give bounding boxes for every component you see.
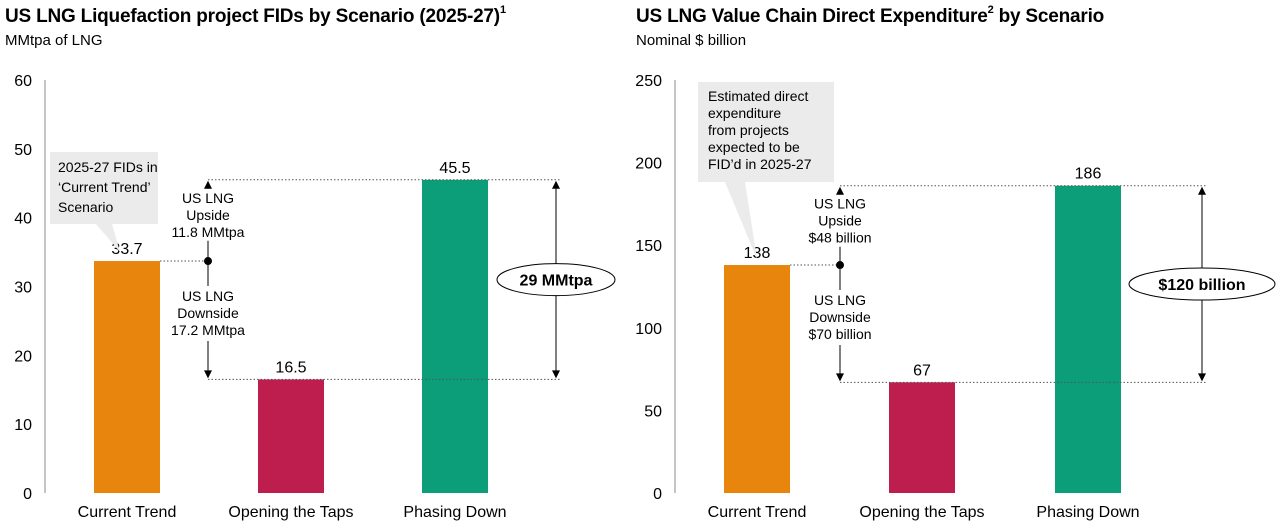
c1-bar-value-label: 16.5 [275,359,306,376]
c1-current-marker-dot [204,257,212,266]
c1-y-tick-label: 40 [14,211,32,228]
chart2-title-post: by Scenario [993,6,1105,27]
c1-x-category-label: Phasing Down [403,504,506,521]
c2-range-label-ellipse [1128,267,1276,301]
c1-bar [422,179,488,493]
chart1-title: US LNG Liquefaction project FIDs by Scen… [5,4,506,28]
c2-y-tick-label: 100 [635,321,662,338]
c1-bar-value-label: 45.5 [439,160,470,177]
c1-callout-text-line: ‘Current Trend’ [58,179,151,195]
c2-bar [889,382,955,493]
c1-arrowhead-down [552,370,560,379]
c2-callout-text-line: Estimated direct [708,88,808,104]
c2-downside-annotation-line: $70 billion [808,326,871,342]
c1-bar-value-label: 33.7 [111,241,142,258]
c2-x-category-label: Current Trend [708,504,807,521]
c2-x-category-label: Phasing Down [1036,504,1139,521]
c2-arrowhead-up [836,186,844,195]
c2-bar-value-label: 138 [744,245,771,262]
c1-callout-text-line: 2025-27 FIDs in [58,159,158,175]
c2-upside-annotation-line: $48 billion [808,230,871,246]
c1-y-tick-label: 0 [23,486,32,503]
c2-current-marker-dot [836,261,844,270]
chart2-title-footnote: 2 [987,4,994,16]
c1-upside-annotation-line: Upside [186,207,230,223]
chart2-title: US LNG Value Chain Direct Expenditure2 b… [636,4,1105,28]
c1-bar [258,379,324,493]
c1-range-label-ellipse [496,263,616,297]
c1-y-tick-label: 50 [14,142,32,159]
c2-callout-text-line: from projects [708,122,789,138]
c1-downside-annotation-line: 17.2 MMtpa [171,322,245,338]
c2-callout-text-line: expenditure [708,105,781,121]
c1-y-tick-label: 30 [14,280,32,297]
c2-upside-annotation-line: US LNG [814,196,866,212]
c1-range-label: 29 MMtpa [520,273,593,290]
c2-y-tick-label: 250 [635,73,662,90]
c1-x-category-label: Current Trend [78,504,177,521]
c2-bar-value-label: 67 [913,362,931,379]
c1-bar [94,261,160,493]
chart2-subtitle: Nominal $ billion [636,32,747,49]
c2-y-tick-label: 200 [635,156,662,173]
c2-bar [724,265,790,493]
c1-arrowhead-up [204,180,212,189]
chart1-title-footnote: 1 [499,4,506,16]
chart1-subtitle: MMtpa of LNG [5,32,103,49]
c1-arrowhead-up [552,180,560,189]
c2-arrowhead-down [836,373,844,382]
c1-callout-text-line: Scenario [58,199,113,215]
c2-y-tick-label: 0 [653,486,662,503]
c2-bar-value-label: 186 [1075,166,1102,183]
c1-y-tick-label: 60 [14,73,32,90]
c1-x-category-label: Opening the Taps [228,504,353,521]
c1-upside-annotation-line: US LNG [182,190,234,206]
c1-downside-annotation-line: US LNG [182,288,234,304]
c2-callout-bubble [698,82,834,259]
c1-y-tick-label: 10 [14,417,32,434]
c2-arrowhead-down [1198,373,1206,382]
c2-x-category-label: Opening the Taps [859,504,984,521]
c1-upside-annotation-line: 11.8 MMtpa [172,224,245,240]
c1-callout-bubble [50,152,158,252]
c2-downside-annotation-line: Downside [809,309,871,325]
c1-downside-annotation-line: Downside [177,305,239,321]
c2-bar [1055,185,1121,493]
c2-arrowhead-up [1198,186,1206,195]
c2-upside-annotation-line: Upside [818,213,862,229]
c2-callout-text-line: expected to be [708,139,800,155]
c2-downside-annotation-line: US LNG [814,292,866,308]
chart-mmtpa: 0 10 20 30 40 50 60 33.7 Current Trend 16.5 Openin… [14,73,616,521]
chart1-title-text: US LNG Liquefaction project FIDs by Scen… [5,6,500,27]
c2-range-label: $120 billion [1158,277,1245,294]
c1-y-tick-label: 20 [14,348,32,365]
chart2-title-pre: US LNG Value Chain Direct Expenditure [636,6,988,27]
c2-callout-text-line: FID’d in 2025-27 [708,156,812,172]
c1-arrowhead-down [204,370,212,379]
c2-y-tick-label: 50 [644,403,662,420]
c2-y-tick-label: 150 [635,238,662,255]
